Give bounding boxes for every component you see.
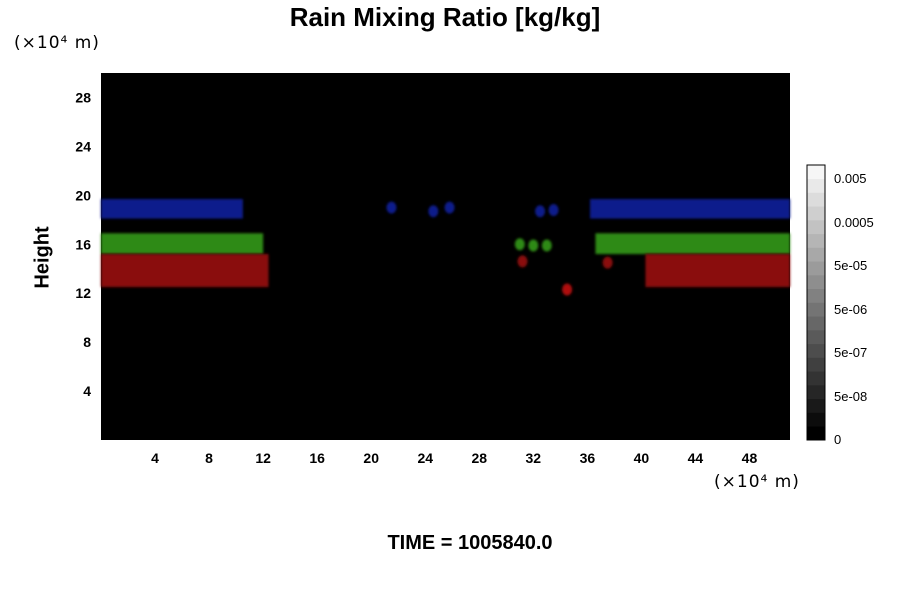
y-tick-label: 16 (75, 236, 91, 252)
rain-band-1 (590, 199, 790, 219)
colorbar-swatch (807, 206, 825, 221)
colorbar-swatch (807, 275, 825, 290)
rain-cell-8 (517, 255, 528, 268)
colorbar-swatch (807, 220, 825, 235)
rain-cell-5 (514, 238, 525, 251)
colorbar-swatch (807, 412, 825, 427)
y-tick-label: 8 (83, 334, 91, 350)
colorbar-swatch (807, 385, 825, 400)
x-tick-label: 20 (363, 450, 379, 466)
x-tick-label: 40 (634, 450, 650, 466)
y-tick-label: 28 (75, 89, 91, 105)
rain-cell-0 (386, 201, 397, 214)
time-label: TIME = 1005840.0 (387, 532, 553, 554)
colorbar-tick-label: 5e-06 (834, 302, 867, 317)
y-tick-label: 12 (75, 285, 91, 301)
rain-band-0 (101, 199, 243, 219)
colorbar-swatch (807, 371, 825, 386)
x-tick-label: 36 (580, 450, 596, 466)
colorbar-swatch (807, 357, 825, 372)
rain-cell-9 (602, 256, 613, 269)
y-axis-unit: (×10⁴ m) (14, 33, 100, 53)
rain-cell-4 (548, 204, 559, 217)
colorbar-swatch (807, 247, 825, 262)
rain-cell-2 (444, 201, 455, 214)
colorbar-tick-label: 0.005 (834, 171, 867, 186)
x-tick-label: 16 (309, 450, 325, 466)
x-tick-label: 12 (255, 450, 271, 466)
y-tick-label: 20 (75, 187, 91, 203)
x-tick-label: 4 (151, 450, 159, 466)
x-tick-label: 8 (205, 450, 213, 466)
colorbar-swatch (807, 233, 825, 248)
colorbar-swatch (807, 302, 825, 317)
colorbar-swatch (807, 330, 825, 345)
colorbar-swatch (807, 426, 825, 441)
rain-band-5 (645, 254, 790, 288)
colorbar-swatch (807, 398, 825, 413)
chart-title: Rain Mixing Ratio [kg/kg] (289, 2, 601, 32)
colorbar-tick-label: 0.0005 (834, 215, 874, 230)
rain-cell-7 (541, 239, 552, 252)
colorbar-tick-label: 0 (834, 432, 841, 447)
x-tick-label: 24 (417, 450, 433, 466)
y-tick-label: 24 (75, 138, 91, 154)
colorbar-swatch (807, 165, 825, 180)
x-tick-label: 32 (526, 450, 542, 466)
colorbar-tick-label: 5e-05 (834, 258, 867, 273)
colorbar-tick-label: 5e-07 (834, 345, 867, 360)
x-tick-label: 28 (471, 450, 487, 466)
colorbar-frame (806, 164, 826, 441)
rain-cell-10 (562, 283, 573, 296)
rain-cell-6 (528, 239, 539, 252)
colorbar-swatch (807, 288, 825, 303)
y-tick-label: 4 (83, 383, 91, 399)
rain-band-4 (101, 254, 269, 288)
x-tick-label: 48 (742, 450, 758, 466)
plot-area (101, 73, 790, 440)
colorbar-swatch (807, 192, 825, 207)
colorbar-swatch (807, 316, 825, 331)
rain-cell-1 (428, 205, 439, 218)
x-axis-unit: (×10⁴ m) (714, 472, 800, 492)
colorbar-swatch (807, 343, 825, 358)
rain-band-2 (101, 233, 264, 255)
colorbar-swatch (807, 178, 825, 193)
colorbar: 0.005 0.0005 5e-05 5e-06 5e-07 5e-08 0 (806, 164, 874, 447)
colorbar-swatch (807, 261, 825, 276)
colorbar-tick-label: 5e-08 (834, 389, 867, 404)
rain-band-3 (595, 233, 790, 255)
rain-cell-3 (535, 205, 546, 218)
x-tick-label: 44 (688, 450, 704, 466)
